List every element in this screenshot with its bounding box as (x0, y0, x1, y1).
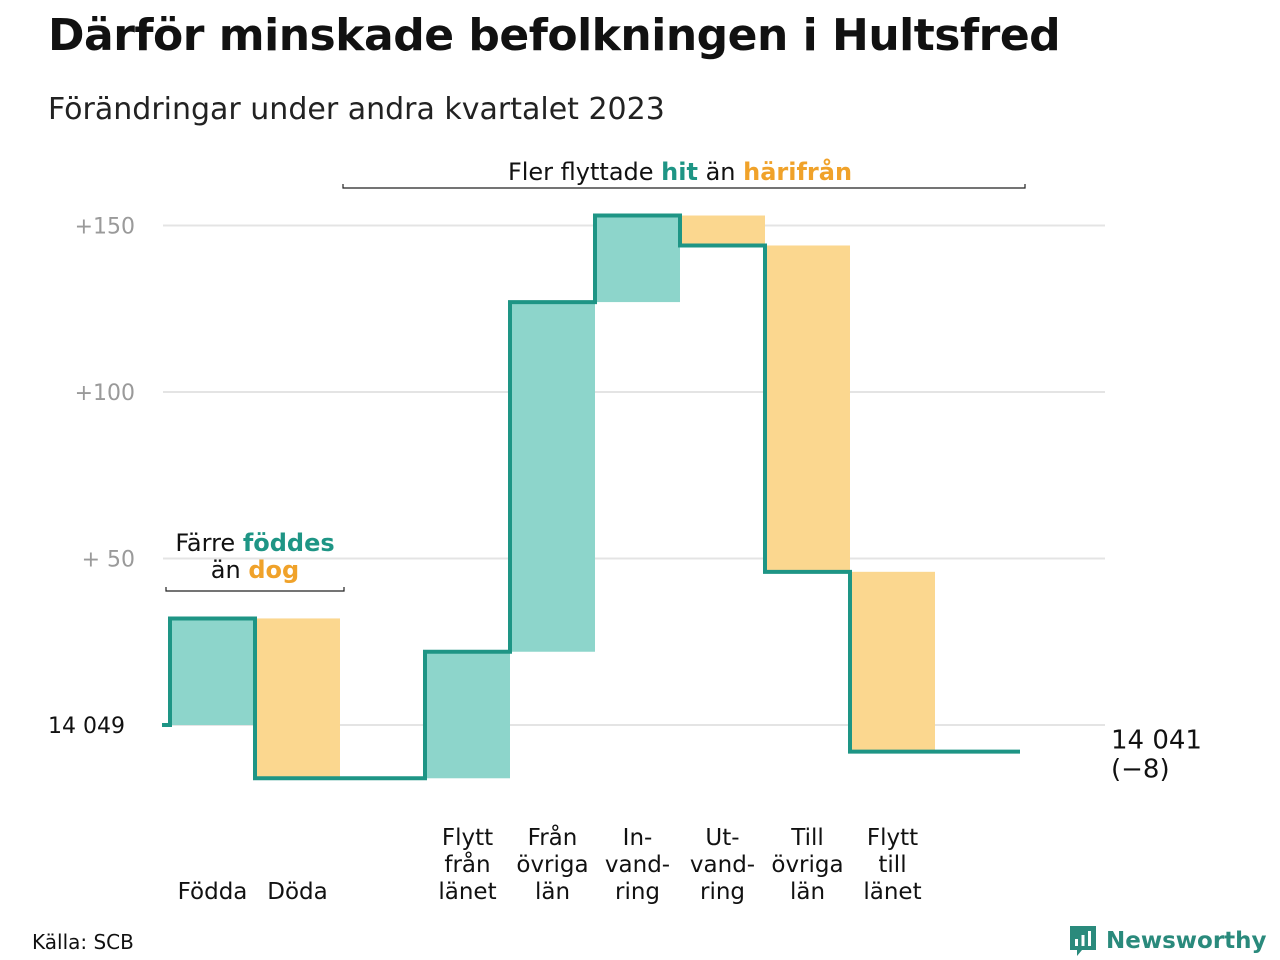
brand-name: Newsworthy (1106, 928, 1267, 954)
annotation-births-line2: än dog (211, 556, 299, 584)
annotation-migration-line1: Fler flyttade hit än härifrån (508, 157, 852, 186)
category-label: Ut- (705, 825, 739, 851)
annotation-migration-bracket (342, 184, 1026, 189)
chart-subtitle: Förändringar under andra kvartalet 2023 (48, 92, 665, 127)
annotation-text-part: hit (661, 158, 698, 186)
annotation-text-part: härifrån (743, 157, 852, 186)
annotation-births-line1: Färre föddes (175, 529, 334, 557)
category-label: övriga (516, 852, 588, 878)
category-label: vand- (605, 852, 670, 878)
end-value-label: 14 041 (1111, 726, 1202, 756)
annotation-text-part: dog (248, 556, 299, 584)
category-label: Döda (267, 879, 327, 905)
decrease-bar (765, 245, 850, 572)
category-label: ring (700, 879, 745, 905)
category-label: länet (863, 879, 921, 905)
category-label: län (790, 879, 825, 905)
y-tick-label: + 50 (82, 548, 135, 573)
category-label: Flytt (442, 825, 493, 851)
chart-logo-icon (1070, 926, 1096, 956)
end-change-label: (−8) (1111, 755, 1170, 785)
category-label: länet (438, 879, 496, 905)
decrease-bar (850, 571, 935, 752)
category-label: Flytt (867, 825, 918, 851)
category-label: Födda (178, 879, 248, 905)
increase-bar (170, 618, 255, 725)
source-note: Källa: SCB (32, 930, 134, 954)
category-label: ring (615, 879, 660, 905)
decrease-bar (680, 215, 765, 246)
annotation-text-part: Färre (175, 529, 243, 557)
annotation-text-part: än (211, 556, 249, 584)
start-value-label: 14 049 (48, 714, 125, 739)
annotation-text-part: än (698, 158, 743, 186)
increase-bar (510, 302, 595, 652)
category-label: Till (790, 825, 824, 851)
category-label: vand- (690, 852, 755, 878)
annotation-text-part: föddes (243, 529, 335, 557)
annotation-text-part: Fler flyttade (508, 158, 661, 186)
annotation-births-bracket (165, 587, 345, 592)
y-tick-label: +100 (75, 381, 135, 406)
increase-bar (425, 651, 510, 779)
brand-logo: Newsworthy (1068, 924, 1267, 958)
y-tick-label: +150 (75, 215, 135, 240)
increase-bar (595, 215, 680, 303)
decrease-bar (255, 618, 340, 779)
category-label: till (878, 852, 906, 878)
category-label: Från (528, 823, 578, 851)
cumulative-step-line (162, 213, 1020, 781)
category-label: In- (623, 825, 653, 851)
category-label: från (444, 850, 490, 878)
category-label: övriga (771, 852, 843, 878)
category-label: län (535, 879, 570, 905)
chart-title: Därför minskade befolkningen i Hultsfred (48, 10, 1061, 61)
